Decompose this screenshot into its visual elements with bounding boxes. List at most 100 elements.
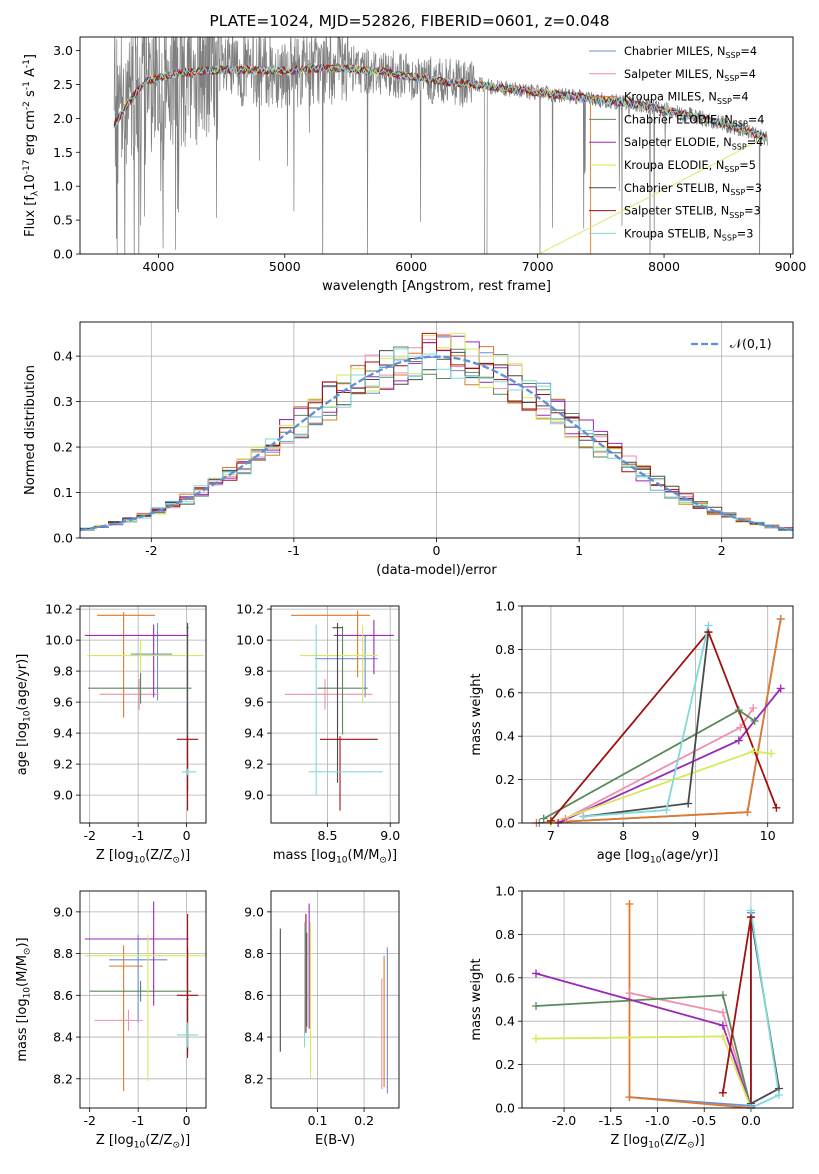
y-tick-label: 8.4 — [53, 1030, 73, 1045]
weight-point — [734, 706, 743, 715]
model-spectrum — [113, 63, 767, 143]
weight-point — [736, 723, 745, 732]
legend-label: Kroupa MILES, NSSP​=4 — [624, 91, 749, 106]
y-tick-label: 8.8 — [53, 946, 73, 961]
weight-point — [539, 814, 548, 823]
axes-frame — [521, 890, 794, 1109]
legend-label: Salpeter STELIB, NSSP​=3 — [624, 205, 761, 220]
y-tick-label: 0.1 — [53, 485, 73, 500]
y-tick-label: 8.8 — [244, 946, 264, 961]
y-tick-label: 10.2 — [45, 602, 73, 617]
axes-residuals: -2 -1 0 1 2 0.0 0.1 0.2 0.3 0.4 (data-model)/error… — [23, 321, 794, 578]
y-tick-label: 9.4 — [244, 726, 264, 741]
histogram-series — [80, 348, 793, 532]
x-axis-label: Z [log10​(Z/Z⊙​)] — [96, 848, 190, 866]
weight-point — [625, 900, 634, 909]
legend-label: Kroupa ELODIE, NSSP​=5 — [624, 159, 756, 174]
spectrum-data — [113, 37, 768, 254]
y-tick-label: 2.5 — [53, 77, 73, 92]
weight-series — [564, 707, 755, 820]
y-tick-label: 0.8 — [495, 642, 515, 657]
weight-series — [629, 912, 752, 1107]
legend-label: Chabrier STELIB, NSSP​=3 — [624, 182, 762, 197]
x-tick-label: 0.0 — [741, 1113, 761, 1128]
legend-label: 𝒩(0,1) — [730, 336, 772, 351]
x-axis-label: wavelength [Angstrom, rest frame] — [322, 279, 551, 294]
y-tick-label: 9.4 — [53, 726, 73, 741]
x-tick-label: -2 — [83, 1113, 95, 1128]
weight-point — [772, 803, 781, 812]
weight-point — [546, 816, 555, 825]
y-tick-label: 0.0 — [53, 247, 73, 262]
y-tick-label: 8.6 — [244, 988, 264, 1003]
axes-age-vs-Z: -2 -1 0 9.0 9.2 9.4 9.6 9.8 10.0 10.2 Z [log10​(Z/… — [15, 602, 207, 866]
y-tick-label: 0.0 — [495, 1101, 515, 1116]
x-tick-label: -2 — [145, 543, 157, 558]
weight-point — [776, 684, 785, 693]
weight-point — [718, 1088, 727, 1097]
y-axis-label: mass [log10​(M/M⊙​)] — [15, 937, 33, 1061]
y-tick-label: 1.0 — [495, 599, 515, 614]
weight-series — [750, 916, 780, 1105]
y-tick-label: 8.2 — [244, 1071, 264, 1086]
x-tick-label: 9 — [691, 828, 699, 843]
axes-spectrum: 4000 5000 6000 7000 8000 9000 0.0 0.5 1.0 1.5 2.0 2… — [22, 36, 807, 294]
y-tick-label: 0.4 — [495, 729, 515, 744]
weight-series — [535, 972, 752, 1108]
legend-label: Salpeter MILES, NSSP​=4 — [624, 68, 756, 83]
gaussian-curve — [80, 355, 793, 532]
x-axis-label: age [log10​(age/yr)] — [597, 848, 719, 866]
axes-frame — [270, 890, 400, 1109]
weight-point — [734, 736, 743, 745]
weight-point — [532, 1002, 541, 1011]
x-tick-label: 7 — [547, 828, 555, 843]
x-tick-label: 2 — [718, 543, 726, 558]
plot-area-mass-vs-ebv — [279, 903, 388, 1094]
weight-point — [749, 747, 758, 756]
y-tick-label: 1.0 — [53, 179, 73, 194]
y-tick-label: 0.6 — [495, 970, 515, 985]
x-tick-label: 1 — [575, 543, 583, 558]
y-tick-label: 2.0 — [53, 111, 73, 126]
weight-point — [776, 615, 785, 624]
x-axis-label: (data-model)/error — [376, 563, 497, 578]
x-tick-label: 8.5 — [318, 828, 338, 843]
x-tick-label: -1.0 — [645, 1113, 669, 1128]
weight-point — [704, 621, 713, 630]
y-tick-label: 10.0 — [236, 633, 264, 648]
y-axis-label: Normed distribution — [23, 365, 38, 495]
axes-frame — [521, 605, 794, 824]
x-tick-label: 0 — [433, 543, 441, 558]
legend-label: Chabrier ELODIE, NSSP​=4 — [624, 113, 764, 128]
x-tick-label: 5000 — [269, 259, 301, 274]
y-tick-label: 0.2 — [495, 772, 515, 787]
y-tick-label: 1.0 — [495, 884, 515, 899]
weight-series — [550, 630, 778, 822]
y-tick-label: 8.2 — [53, 1071, 73, 1086]
axes-frame — [79, 605, 207, 824]
weight-point — [767, 749, 776, 758]
weight-point — [750, 717, 759, 726]
weight-point — [561, 814, 570, 823]
x-tick-label: -0.5 — [692, 1113, 716, 1128]
x-tick-label: 10 — [760, 828, 776, 843]
y-tick-label: 9.8 — [244, 664, 264, 679]
x-tick-label: 9000 — [775, 259, 807, 274]
y-tick-label: 9.0 — [244, 904, 264, 919]
x-axis-label: mass [log10​(M/M⊙​)] — [273, 848, 397, 866]
y-tick-label: 8.6 — [53, 988, 73, 1003]
axes-frame — [79, 321, 794, 539]
plot-area-spectrum — [113, 37, 768, 254]
model-spectrum — [113, 63, 767, 140]
x-tick-label: 9.0 — [380, 828, 400, 843]
axes-frame — [79, 890, 207, 1109]
y-tick-label: 0.6 — [495, 685, 515, 700]
axes-mass-vs-Z: -2 -1 0 8.2 8.4 8.6 8.8 9.0 Z [log10​(Z/Z⊙​)] mas… — [15, 890, 207, 1151]
x-tick-label: 0.1 — [308, 1113, 328, 1128]
weight-point — [579, 812, 588, 821]
x-tick-label: 0 — [183, 1113, 191, 1128]
axes-frame — [79, 36, 794, 255]
y-axis-label: Flux [fλ​10-17​ erg cm-2​ s-1​ A-1​] — [22, 54, 41, 237]
weight-point — [749, 703, 758, 712]
